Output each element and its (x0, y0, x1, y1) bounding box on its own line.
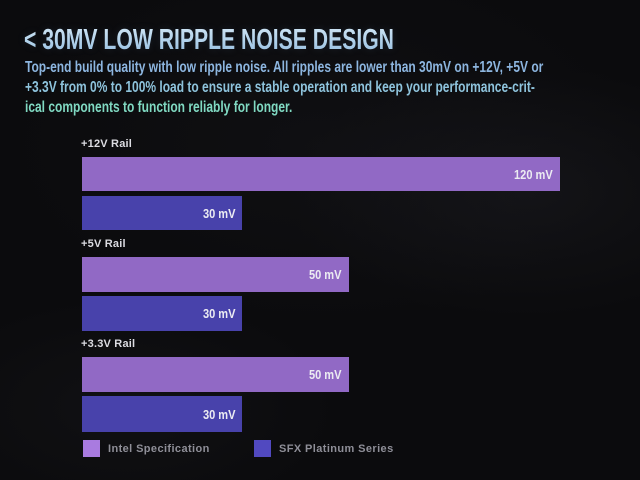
bar-sfx-3-3v: 30 mV (82, 396, 242, 432)
bar-sfx-12v: 30 mV (82, 196, 242, 230)
bar-value-label: 120 mV (514, 166, 554, 182)
ripple-noise-bar-chart: +12V Rail 120 mV 30 mV +5V Rail 50 mV 30… (81, 138, 592, 468)
intel-swatch-icon (83, 440, 100, 457)
bar-intel-3-3v: 50 mV (82, 357, 349, 392)
intro-paragraph: Top-end build quality with low ripple no… (25, 58, 640, 118)
rail-label-5v: +5V Rail (81, 238, 126, 250)
intro-line: +3.3V from 0% to 100% load to ensure a s… (25, 79, 535, 96)
rail-label-12v: +12V Rail (81, 138, 133, 150)
intro-line: Top-end build quality with low ripple no… (25, 59, 544, 76)
bar-value-label: 50 mV (309, 367, 342, 382)
bar-intel-12v: 120 mV (82, 157, 560, 191)
legend-label: Intel Specification (108, 442, 210, 455)
legend-label: SFX Platinum Series (279, 442, 394, 455)
bar-sfx-5v: 30 mV (82, 296, 242, 331)
legend-item-sfx: SFX Platinum Series (254, 440, 394, 457)
bar-value-label: 50 mV (309, 267, 342, 282)
bar-value-label: 30 mV (202, 406, 236, 422)
chart-legend: Intel Specification SFX Platinum Series (83, 440, 503, 458)
rail-label-3-3v: +3.3V Rail (81, 338, 136, 350)
legend-item-intel: Intel Specification (83, 440, 210, 457)
bar-value-label: 30 mV (202, 205, 236, 221)
bar-intel-5v: 50 mV (82, 257, 349, 292)
bar-value-label: 30 mV (202, 306, 236, 321)
intro-line: ical components to function reliably for… (25, 99, 293, 116)
sfx-swatch-icon (254, 440, 271, 457)
page-title: < 30MV LOW RIPPLE NOISE DESIGN (24, 24, 394, 56)
